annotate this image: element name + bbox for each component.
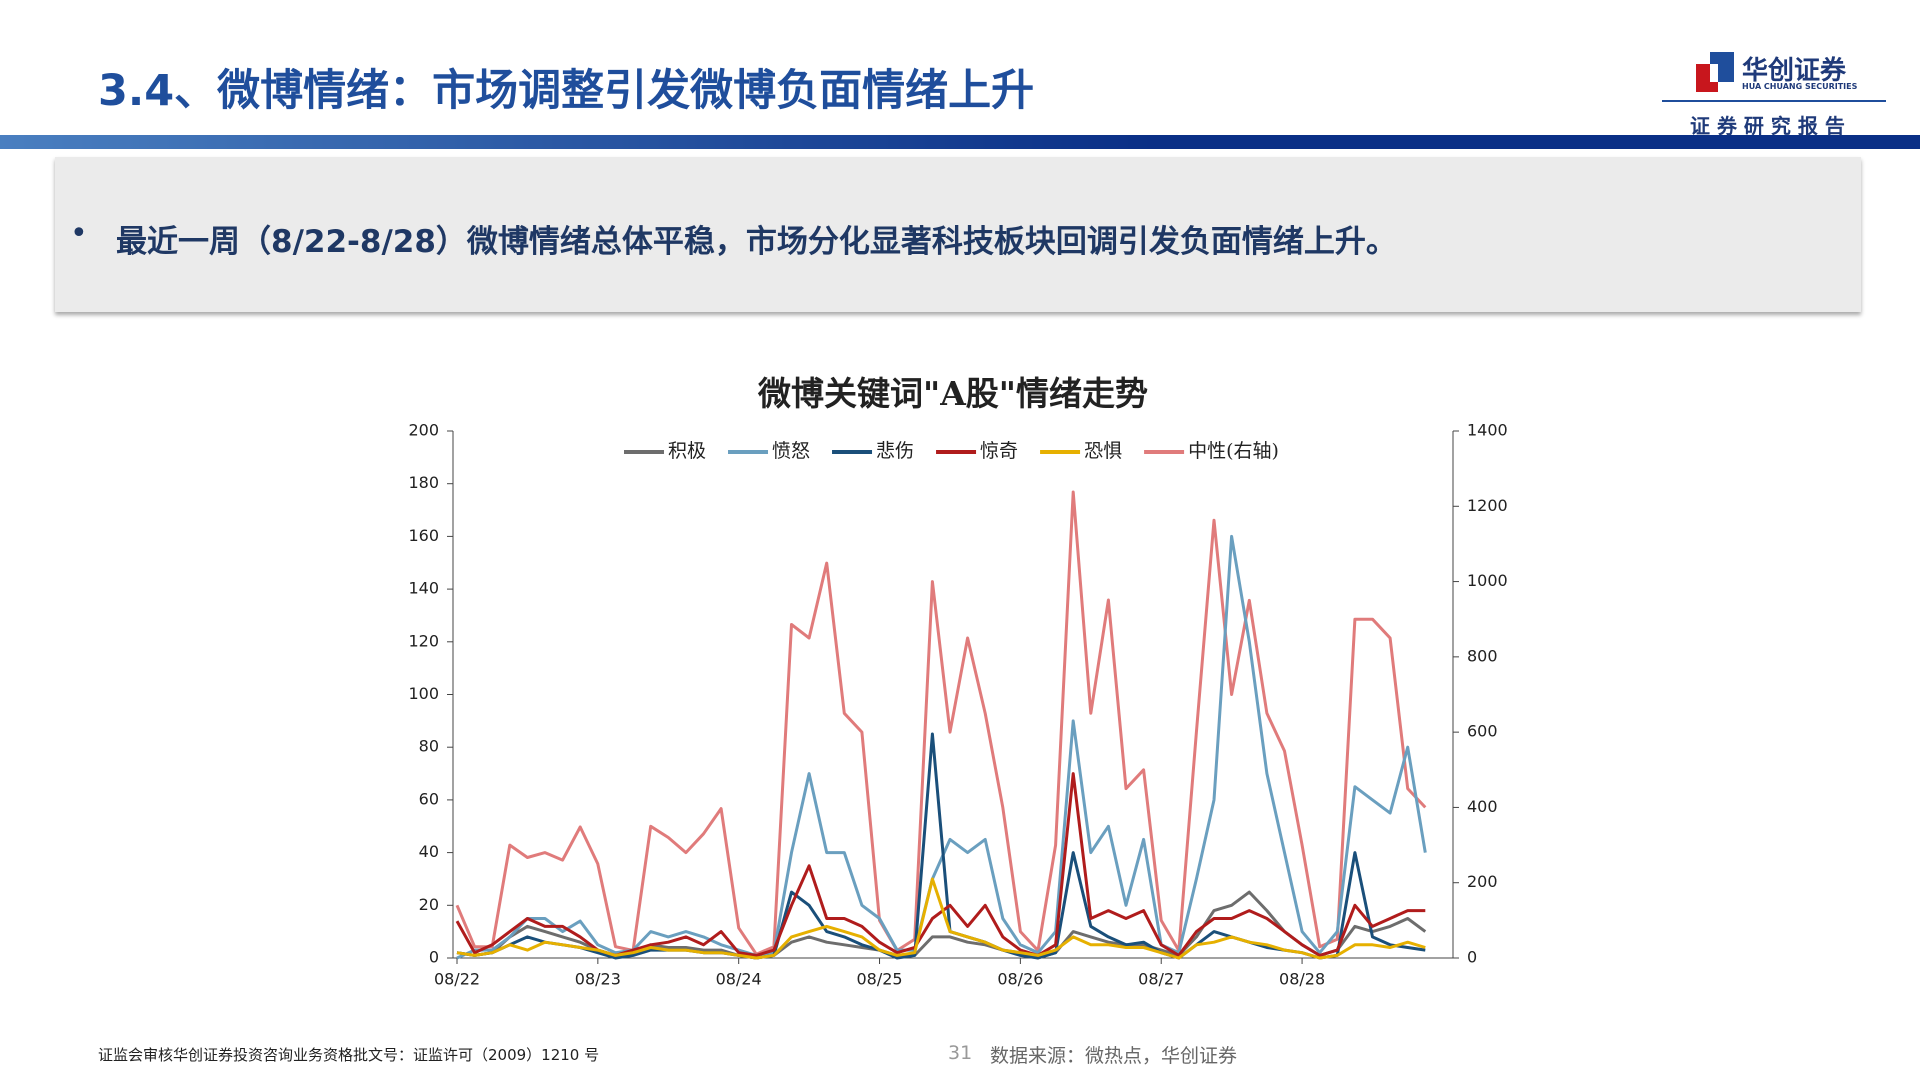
series-line	[456, 534, 1427, 960]
y2-tick-label: 600	[1467, 722, 1498, 741]
series-line	[456, 732, 1426, 960]
y-tick-label: 80	[419, 737, 439, 756]
legend-label: 恐惧	[1084, 440, 1122, 462]
logo-text: 华创证券	[1742, 56, 1847, 86]
y-tick-label: 140	[408, 579, 439, 598]
x-tick-label: 08/22	[434, 970, 480, 989]
y-tick-label: 100	[408, 684, 439, 703]
tagline: 证 券 研 究 报 告	[1690, 114, 1845, 138]
legend-label: 愤怒	[772, 440, 810, 462]
x-tick-label: 08/23	[575, 970, 621, 989]
y-tick-label: 60	[419, 789, 439, 808]
series-line	[456, 877, 1426, 960]
chart: 微博关键词"A股"情绪走势 0 20 40 60 80 100 120 140 160 180 20…	[408, 374, 1508, 989]
x-tick-label: 08/25	[856, 970, 902, 989]
x-tick-label: 08/27	[1138, 970, 1184, 989]
source: 数据来源：微热点，华创证券	[990, 1045, 1238, 1067]
y2-tick-label: 800	[1467, 646, 1498, 665]
license: 证监会审核华创证券投资咨询业务资格批文号：证监许可（2009）1210 号	[98, 1046, 600, 1064]
slide-title: 3.4、微博情绪：市场调整引发微博负面情绪上升	[98, 66, 1035, 116]
x-tick-label: 08/28	[1279, 970, 1325, 989]
bullet-dot: •	[70, 216, 88, 251]
x-tick-label: 08/24	[716, 970, 762, 989]
summary-box	[55, 157, 1861, 312]
legend-label: 中性(右轴)	[1188, 440, 1279, 462]
y-tick-label: 20	[419, 895, 439, 914]
y-tick-label: 0	[429, 948, 439, 967]
y2-tick-label: 1000	[1467, 571, 1508, 590]
y2-tick-label: 1200	[1467, 496, 1508, 515]
y-tick-label: 120	[408, 631, 439, 650]
header-bar	[0, 135, 1920, 149]
legend-label: 惊奇	[980, 440, 1018, 462]
legend-label: 悲伤	[876, 440, 914, 462]
y2-tick-label: 400	[1467, 797, 1498, 816]
logo-rule	[1662, 100, 1886, 102]
logo-icon	[1696, 52, 1734, 92]
logo-en: HUA CHUANG SECURITIES	[1742, 82, 1858, 91]
series-line	[455, 490, 1427, 956]
y-tick-label: 160	[408, 526, 439, 545]
chart-title: 微博关键词"A股"情绪走势	[757, 374, 1148, 413]
y-tick-label: 180	[408, 473, 439, 492]
series-line	[455, 772, 1426, 957]
legend-label: 积极	[668, 440, 706, 462]
y-tick-label: 200	[408, 421, 439, 440]
bullet-text: 最近一周（8/22-8/28）微博情绪总体平稳，市场分化显著科技板块回调引发负面…	[116, 224, 1397, 260]
y2-tick-label: 0	[1467, 948, 1477, 967]
page-number: 31	[948, 1042, 973, 1064]
y2-tick-label: 1400	[1467, 421, 1508, 440]
x-tick-label: 08/26	[997, 970, 1043, 989]
y-tick-label: 40	[419, 842, 439, 861]
y2-tick-label: 200	[1467, 872, 1498, 891]
